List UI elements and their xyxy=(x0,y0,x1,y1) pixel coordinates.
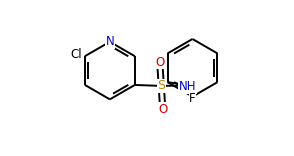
Text: O: O xyxy=(155,56,164,69)
Text: S: S xyxy=(157,79,165,92)
Text: F: F xyxy=(189,92,196,105)
Text: O: O xyxy=(158,103,167,116)
Text: Cl: Cl xyxy=(70,48,82,61)
Text: N: N xyxy=(106,35,114,48)
Text: NH: NH xyxy=(179,80,196,93)
